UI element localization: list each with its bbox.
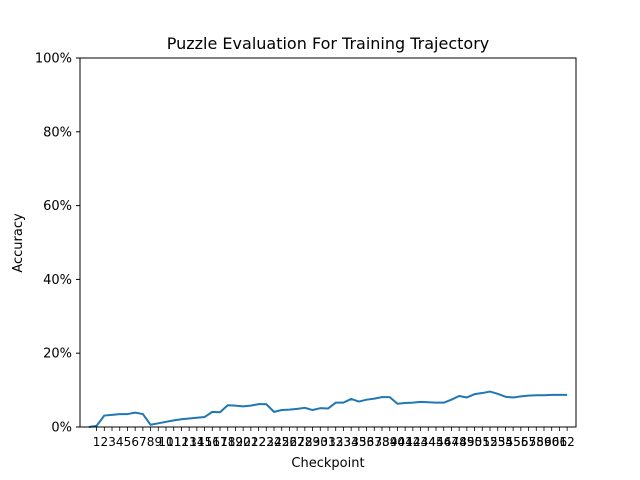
x-tick-label: 61 — [552, 435, 567, 449]
x-tick-label: 50 — [467, 435, 482, 449]
x-axis-ticks: 1 2 3 4 5 6 7 8 91011121314151617181920212223242… — [93, 427, 575, 449]
x-tick-label: 29 — [305, 435, 320, 449]
x-tick-label: 20 — [236, 435, 251, 449]
x-tick-label: 23 — [259, 435, 274, 449]
x-tick-label: 60 — [544, 435, 559, 449]
x-tick-label: 34 — [344, 435, 359, 449]
x-tick-label: 31 — [320, 435, 335, 449]
x-tick-label: 45 — [428, 435, 443, 449]
x-tick-label: 4 — [116, 435, 124, 449]
x-tick-label: 53 — [490, 435, 505, 449]
y-tick-label: 0% — [51, 421, 72, 436]
y-tick-label: 80% — [43, 125, 72, 140]
x-tick-label: 27 — [290, 435, 305, 449]
y-tick-label: 40% — [43, 273, 72, 288]
x-tick-label: 33 — [336, 435, 351, 449]
x-tick-label: 41 — [397, 435, 412, 449]
x-tick-label: 12 — [174, 435, 189, 449]
y-tick-label: 20% — [43, 347, 72, 362]
x-tick-label: 38 — [374, 435, 389, 449]
x-tick-label: 55 — [505, 435, 520, 449]
x-tick-label: 25 — [274, 435, 289, 449]
x-tick-label: 19 — [228, 435, 243, 449]
x-tick-label: 39 — [382, 435, 397, 449]
y-tick-label: 100% — [35, 52, 72, 67]
x-tick-label: 35 — [351, 435, 366, 449]
x-tick-label: 42 — [405, 435, 420, 449]
x-tick-label: 46 — [436, 435, 451, 449]
x-tick-label: 32 — [328, 435, 343, 449]
x-tick-label: 17 — [212, 435, 227, 449]
x-tick-label: 47 — [444, 435, 459, 449]
x-tick-label: 58 — [529, 435, 544, 449]
x-tick-label: 26 — [282, 435, 297, 449]
x-tick-label: 36 — [359, 435, 374, 449]
x-tick-label: 9 — [154, 435, 162, 449]
x-tick-label: 1 — [93, 435, 101, 449]
x-tick-label: 51 — [475, 435, 490, 449]
y-tick-label: 60% — [43, 199, 72, 214]
x-tick-label: 14 — [189, 435, 204, 449]
x-tick-label: 18 — [220, 435, 235, 449]
x-tick-label: 40 — [390, 435, 405, 449]
x-tick-label: 10 — [158, 435, 173, 449]
x-axis-label: Checkpoint — [291, 456, 364, 471]
x-tick-label: 3 — [108, 435, 116, 449]
x-tick-label: 59 — [536, 435, 551, 449]
x-tick-label: 16 — [205, 435, 220, 449]
x-tick-label: 37 — [367, 435, 382, 449]
x-tick-label: 13 — [182, 435, 197, 449]
x-tick-label: 2 — [100, 435, 108, 449]
x-tick-label: 62 — [559, 435, 574, 449]
chart-title: Puzzle Evaluation For Training Trajector… — [167, 34, 490, 53]
y-axis-label: Accuracy — [11, 213, 26, 273]
x-tick-label: 44 — [421, 435, 436, 449]
x-tick-label: 43 — [413, 435, 428, 449]
x-tick-label: 5 — [124, 435, 132, 449]
x-tick-label: 48 — [451, 435, 466, 449]
x-tick-label: 15 — [197, 435, 212, 449]
x-tick-label: 8 — [147, 435, 155, 449]
series-layer — [88, 390, 568, 428]
x-tick-label: 56 — [513, 435, 528, 449]
x-tick-label: 11 — [166, 435, 181, 449]
x-tick-label: 7 — [139, 435, 147, 449]
x-tick-label: 21 — [243, 435, 258, 449]
x-tick-label: 54 — [498, 435, 513, 449]
x-tick-label: 22 — [251, 435, 266, 449]
x-tick-label: 52 — [482, 435, 497, 449]
x-tick-label: 6 — [131, 435, 139, 449]
y-axis-ticks: 0% 20% 40% 60% 80% 100% — [35, 52, 80, 436]
plot-frame — [79, 57, 577, 428]
x-tick-label: 24 — [266, 435, 281, 449]
series-line-0 — [88, 390, 568, 428]
x-tick-label: 57 — [521, 435, 536, 449]
x-tick-label: 49 — [459, 435, 474, 449]
x-tick-label: 28 — [297, 435, 312, 449]
x-tick-label: 30 — [313, 435, 328, 449]
